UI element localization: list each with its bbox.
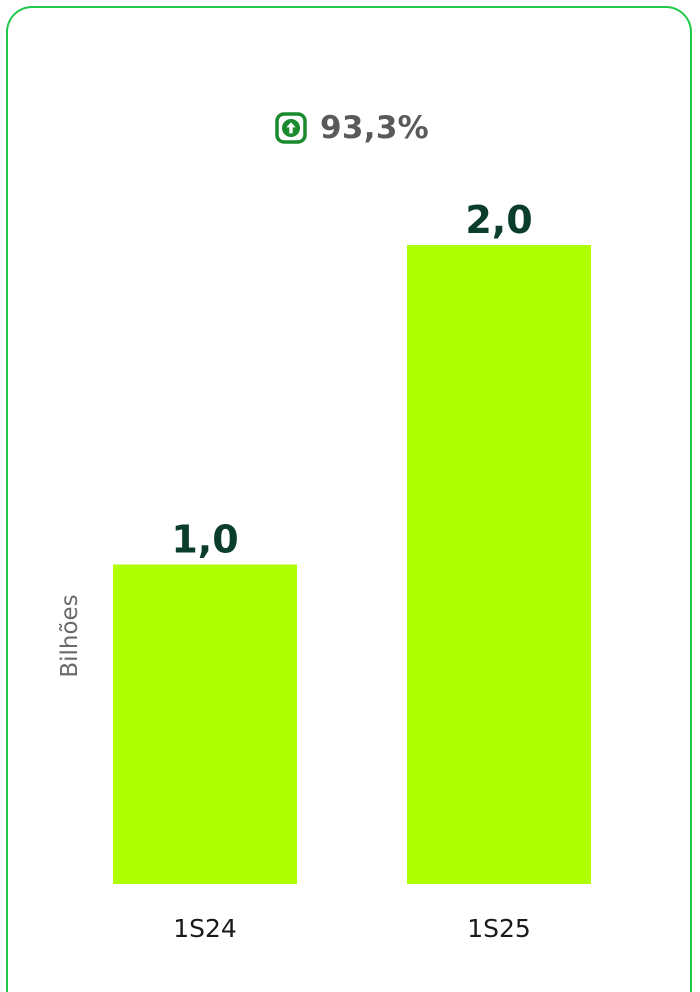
x-tick-label: 1S25 (467, 914, 531, 943)
growth-percentage: 93,3% (320, 110, 430, 146)
bar-value-label: 2,0 (465, 198, 532, 242)
bar-value-label: 1,0 (171, 518, 238, 562)
bar-1s25 (407, 245, 591, 884)
bar-1s24 (113, 564, 297, 884)
growth-indicator: 93,3% (275, 98, 429, 158)
x-tick-label: 1S24 (173, 914, 237, 943)
arrow-up-icon (275, 112, 307, 144)
